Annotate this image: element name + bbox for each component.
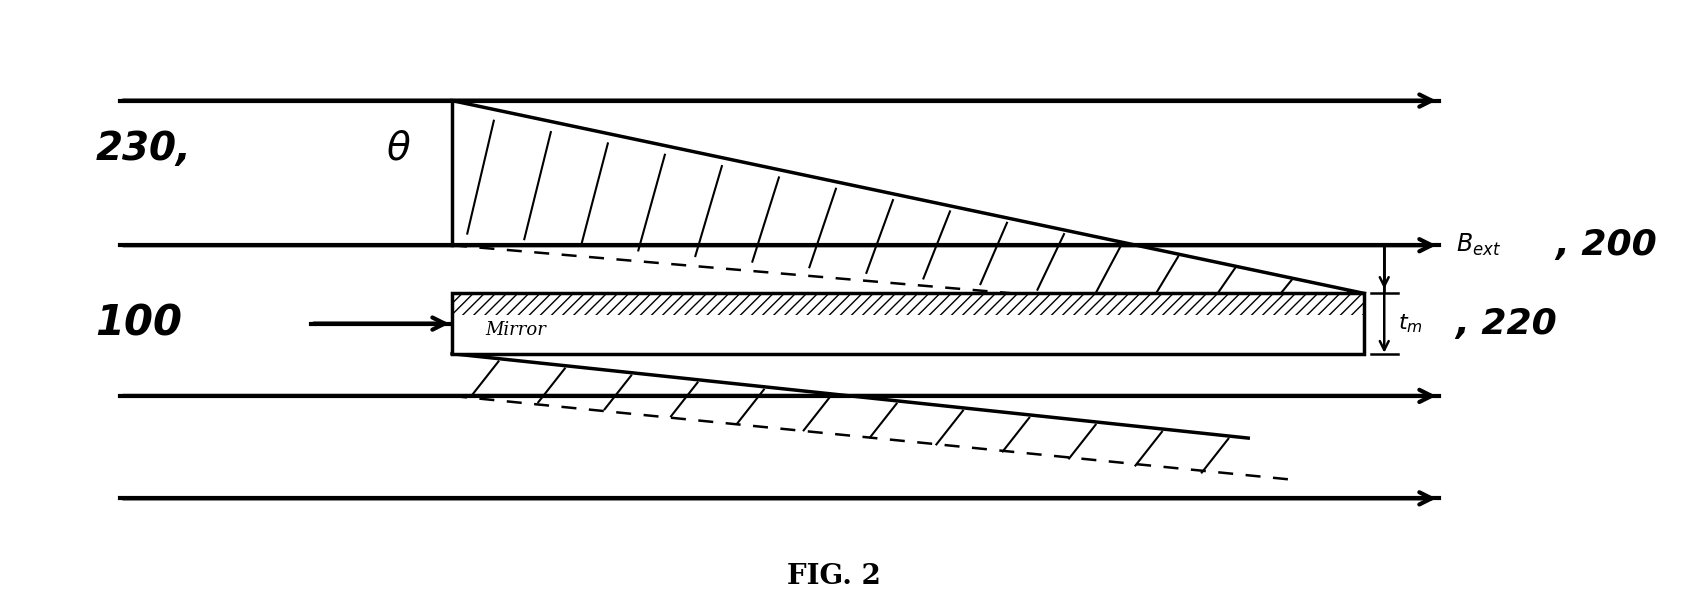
Text: FIG. 2: FIG. 2 [786,563,881,590]
Text: , 200: , 200 [1554,229,1657,262]
Text: $\theta$: $\theta$ [386,130,411,168]
Text: Mirror: Mirror [485,321,546,338]
Bar [451,293,1364,315]
Bar [451,293,1364,354]
Text: , 220: , 220 [1455,307,1558,340]
Text: $t_m$: $t_m$ [1398,312,1423,335]
Text: 230,: 230, [96,130,192,168]
Text: 100: 100 [96,302,182,345]
Text: $B_{ext}$: $B_{ext}$ [1455,232,1500,258]
